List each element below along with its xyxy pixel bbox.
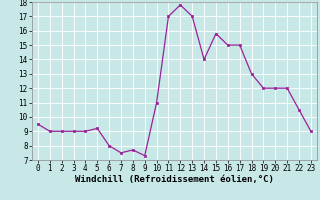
X-axis label: Windchill (Refroidissement éolien,°C): Windchill (Refroidissement éolien,°C)	[75, 175, 274, 184]
